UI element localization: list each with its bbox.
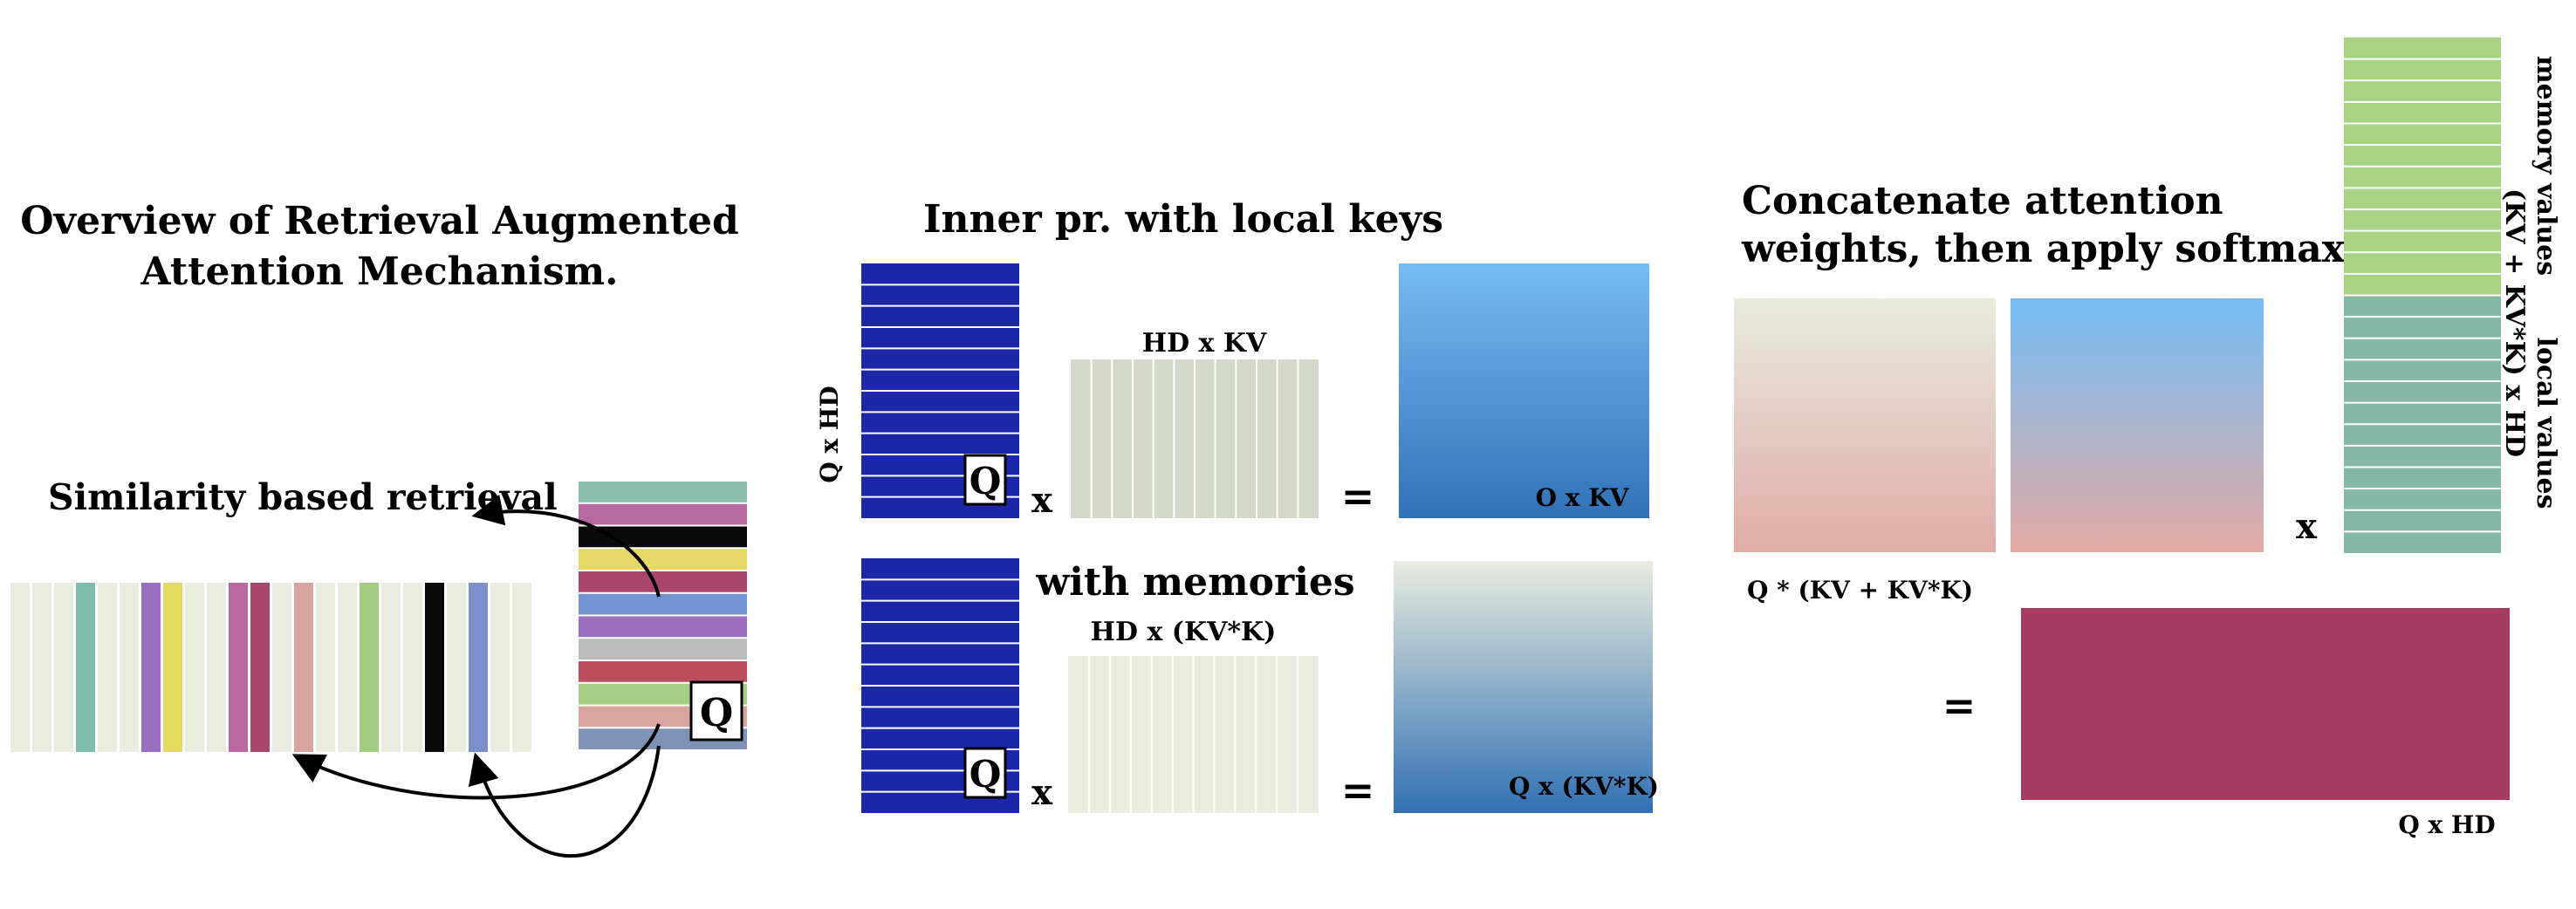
memory-strip-column: [10, 583, 30, 752]
query-tag-box-memory: Q: [963, 747, 1007, 799]
output-matrix: [2021, 608, 2510, 800]
retrieval-arrow-3: [468, 745, 661, 858]
output-dims: Q x HD: [2398, 810, 2495, 839]
memory-strip-column: [229, 583, 248, 752]
memory-strip-column: [425, 583, 444, 752]
title-line-1: Overview of Retrieval Augmented: [20, 199, 739, 243]
local-values-label: local values: [2531, 337, 2561, 509]
query-tag-box-local: Q: [963, 454, 1007, 506]
times-local: x: [1031, 480, 1053, 521]
memory-strip-column: [98, 583, 117, 752]
memory-strip-column: [272, 583, 291, 752]
retrieved-row: [579, 593, 747, 615]
retrieved-row: [579, 639, 747, 660]
memory-strip-column: [316, 583, 335, 752]
concat-weights-dims: Q * (KV + KV*K): [1747, 576, 1973, 605]
memory-strip-column: [207, 583, 226, 752]
memory-strip-column: [120, 583, 139, 752]
memory-strip-column: [447, 583, 466, 752]
equals-local: =: [1341, 473, 1375, 520]
retrieved-row: [579, 526, 747, 548]
memory-strip-column: [76, 583, 95, 752]
retrieval-query-tag: Q: [700, 691, 733, 735]
memory-strip-column: [54, 583, 73, 752]
memory-strip-column: [490, 583, 510, 752]
equals-memory: =: [1341, 767, 1375, 814]
retrieved-row: [579, 571, 747, 592]
retrieval-arrow-2: [291, 723, 661, 800]
memory-bank-strip: [10, 583, 531, 752]
concat-weights-memory: [2011, 298, 2264, 552]
memory-scores-dims: Q x (KV*K): [1509, 772, 1659, 801]
memory-scores-matrix: [1394, 561, 1653, 813]
equals-output: =: [1942, 682, 1977, 729]
retrieval-label: Similarity based retrieval: [48, 476, 558, 518]
retrieval-arrows: [291, 495, 661, 858]
memory-strip-column: [294, 583, 313, 752]
concat-weights-local: [1734, 298, 1996, 552]
times-memory: x: [1031, 772, 1053, 813]
memory-strip-column: [512, 583, 531, 752]
query-tag-local: Q: [969, 460, 1002, 502]
values-dims-label: (KV + KV*K) x HD: [2499, 188, 2530, 457]
memory-strip-column: [32, 583, 51, 752]
retrieved-row: [579, 503, 747, 525]
memory-strip-column: [360, 583, 379, 752]
memory-values-label: memory values: [2531, 56, 2561, 276]
memory-keys-dims: HD x (KV*K): [1091, 617, 1277, 647]
local-keys-heading: Inner pr. with local keys: [923, 197, 1443, 242]
retrieved-row: [579, 482, 747, 502]
memory-strip-column: [381, 583, 401, 752]
title-line-2: Attention Mechanism.: [140, 249, 618, 294]
softmax-heading-line-1: Concatenate attention: [1742, 179, 2223, 223]
local-scores-matrix: [1399, 263, 1649, 518]
memory-strip-column: [185, 583, 204, 752]
retrieval-query-box: Q: [689, 680, 743, 742]
retrieval-arrow-1: [471, 495, 661, 598]
softmax-heading-line-2: weights, then apply softmax: [1741, 227, 2346, 271]
query-tag-memory: Q: [969, 753, 1002, 796]
times-values: x: [2296, 506, 2318, 547]
memory-strip-column: [403, 583, 422, 752]
local-scores-dims: O x KV: [1536, 483, 1630, 512]
retrieved-row: [579, 661, 747, 682]
retrieved-row: [579, 549, 747, 570]
query-dims-label: Q x HD: [815, 386, 844, 482]
memories-heading: with memories: [1035, 560, 1354, 605]
memory-strip-column: [338, 583, 357, 752]
memory-strip-column: [163, 583, 182, 752]
local-keys-dims: HD x KV: [1142, 328, 1267, 359]
retrieved-row: [579, 616, 747, 638]
memory-strip-column: [141, 583, 161, 752]
memory-strip-column: [469, 583, 488, 752]
memory-strip-column: [250, 583, 270, 752]
